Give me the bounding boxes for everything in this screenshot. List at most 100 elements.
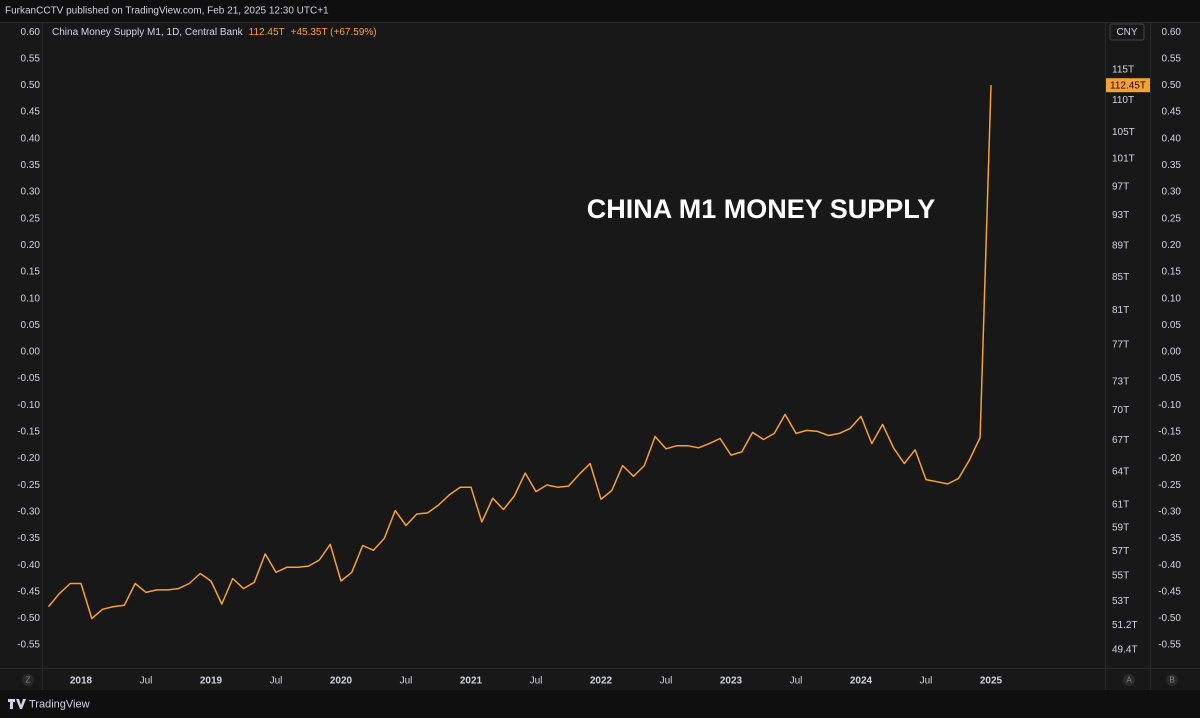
y2-tick-label: 81T [1112,305,1129,316]
control-label[interactable]: A [1126,676,1132,685]
y-tick-label: -0.15 [17,427,40,438]
y2-tick-label: 73T [1112,376,1129,387]
y-tick-label: -0.25 [17,480,40,491]
x-tick-label: Jul [400,676,413,687]
y-tick-label: -0.30 [17,506,40,517]
y-tick-label-right: 0.50 [1162,80,1182,91]
currency-button[interactable] [1109,23,1145,41]
y2-tick-label: 53T [1112,596,1129,607]
y2-tick-label: 77T [1112,340,1129,351]
y2-tick-label: 85T [1112,272,1129,283]
y2-tick-label: 70T [1112,405,1129,416]
control-label[interactable]: Z [26,676,31,685]
header-text: FurkanCCTV published on TradingView.com,… [5,6,329,17]
y-tick-label: 0.25 [21,213,41,224]
y-tick-label-right: -0.40 [1158,560,1181,571]
y-tick-label-right: -0.10 [1158,400,1181,411]
y-tick-label-right: -0.55 [1158,640,1181,651]
y-tick-label: -0.10 [17,400,40,411]
x-tick-label: 2020 [330,676,353,687]
control-label[interactable]: B [1169,676,1174,685]
y-tick-label-right: 0.15 [1162,267,1182,278]
y2-tick-label: 55T [1112,571,1129,582]
x-tick-label: 2023 [720,676,743,687]
x-tick-label: 2018 [70,676,93,687]
y2-tick-label: 51.2T [1112,620,1138,631]
y-tick-label-right: 0.20 [1162,240,1182,251]
y-tick-label-right: 0.00 [1162,347,1182,358]
y2-tick-label: 110T [1112,95,1134,106]
y-tick-label-right: 0.35 [1162,160,1182,171]
control-button[interactable] [1166,674,1178,686]
y2-tick-label: 64T [1112,467,1129,478]
annotation: CHINA M1 MONEY SUPPLY [587,194,936,224]
y-tick-label-right: -0.15 [1158,427,1181,438]
y-tick-label: 0.10 [21,293,41,304]
y2-tick-label: 59T [1112,522,1129,533]
y-tick-label: -0.35 [17,533,40,544]
line [47,85,992,620]
y-tick-label: -0.05 [17,373,40,384]
y-tick-label-right: -0.50 [1158,613,1181,624]
x-tick-label: 2022 [590,676,613,687]
y2-tick-label: 57T [1112,546,1129,557]
y2-tick-label: 89T [1112,240,1129,251]
y-tick-label-right: -0.30 [1158,506,1181,517]
y-tick-label-right: 0.40 [1162,133,1182,144]
x-tick-label: Jul [270,676,283,687]
y2-tick-label: 49.4T [1112,644,1138,655]
chart-panel [0,22,1200,690]
price-badge [1106,78,1150,93]
y2-tick-label: 61T [1112,500,1129,511]
y-tick-label: 0.45 [21,107,41,118]
y-tick-label: 0.15 [21,267,41,278]
y-tick-label: -0.55 [17,640,40,651]
x-tick-label: 2025 [980,676,1003,687]
control-button[interactable] [1123,674,1135,686]
x-tick-label: Jul [530,676,543,687]
y-tick-label: 0.00 [21,347,41,358]
y-tick-label: -0.45 [17,586,40,597]
brand-name: TradingView [29,698,90,710]
x-tick-label: Jul [790,676,803,687]
y-tick-label: 0.55 [21,53,41,64]
y-tick-label-right: -0.45 [1158,586,1181,597]
price-badge-label: 112.45T [1110,80,1146,91]
y-tick-label-right: -0.35 [1158,533,1181,544]
y-tick-label: 0.50 [21,80,41,91]
y-tick-label-right: 0.10 [1162,293,1182,304]
x-tick-label: Jul [920,676,933,687]
y-tick-label: 0.60 [21,27,41,38]
y-tick-label: 0.20 [21,240,41,251]
y2-tick-label: 93T [1112,210,1129,221]
y-tick-label: -0.50 [17,613,40,624]
y2-tick-label: 101T [1112,154,1135,165]
brand-logo [8,699,26,709]
y2-tick-label: 115T [1112,64,1134,75]
y-tick-label-right: -0.25 [1158,480,1181,491]
currency-label[interactable]: CNY [1116,27,1137,38]
y-tick-label-right: -0.05 [1158,373,1181,384]
y-tick-label: -0.40 [17,560,40,571]
y-tick-label: 0.30 [21,187,41,198]
legend-value: 112.45T [249,27,285,38]
x-tick-label: Jul [660,676,673,687]
y-tick-label-right: 0.55 [1162,53,1182,64]
control-button[interactable] [22,674,34,686]
y-tick-label: 0.35 [21,160,41,171]
x-tick-label: 2019 [200,676,223,687]
y2-tick-label: 67T [1112,435,1129,446]
y-tick-label: 0.40 [21,133,41,144]
y-tick-label-right: 0.60 [1162,27,1182,38]
y-tick-label-right: 0.45 [1162,107,1182,118]
y-tick-label-right: 0.25 [1162,213,1182,224]
legend-change: +45.35T (+67.59%) [291,27,377,38]
y-tick-label-right: -0.20 [1158,453,1181,464]
legend-name: China Money Supply M1, 1D, Central Bank [52,27,244,38]
y-tick-label: -0.20 [17,453,40,464]
y-tick-label-right: 0.30 [1162,187,1182,198]
y2-tick-label: 97T [1112,181,1129,192]
y-tick-label-right: 0.05 [1162,320,1182,331]
y2-tick-label: 105T [1112,127,1135,138]
